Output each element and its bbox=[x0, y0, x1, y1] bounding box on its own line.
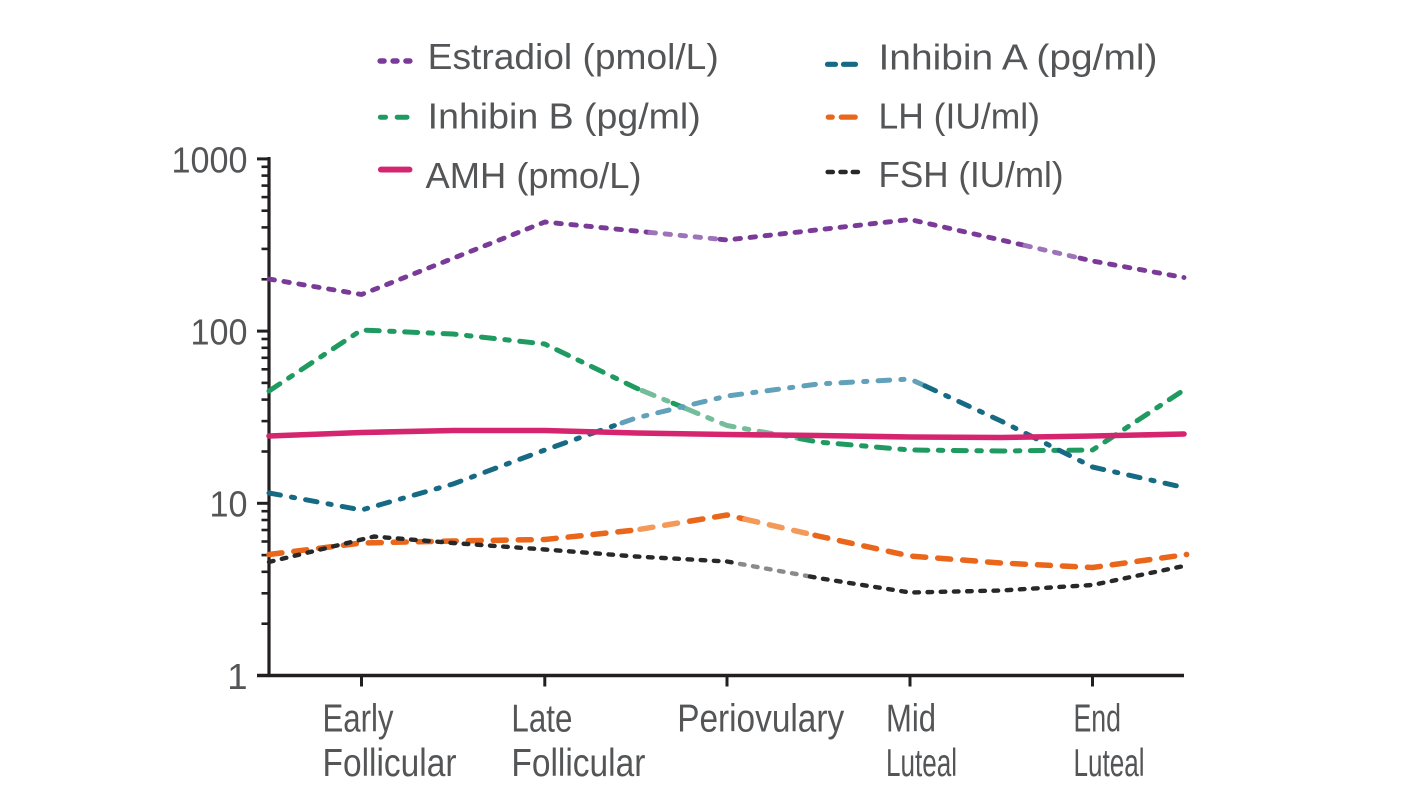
svg-text:Periovulary: Periovulary bbox=[677, 698, 845, 741]
svg-text:AMH (pmo/L): AMH (pmo/L) bbox=[426, 155, 642, 196]
svg-text:Luteal: Luteal bbox=[886, 742, 957, 785]
svg-text:FSH (IU/ml): FSH (IU/ml) bbox=[879, 154, 1064, 195]
svg-text:Follicular: Follicular bbox=[511, 742, 645, 785]
svg-text:10: 10 bbox=[210, 484, 248, 525]
svg-text:LH (IU/ml): LH (IU/ml) bbox=[879, 96, 1041, 137]
svg-text:1000: 1000 bbox=[172, 139, 248, 180]
svg-text:Late: Late bbox=[511, 698, 572, 741]
svg-text:Early: Early bbox=[323, 698, 395, 741]
svg-text:Inhibin B (pg/ml): Inhibin B (pg/ml) bbox=[428, 96, 701, 137]
svg-text:100: 100 bbox=[191, 312, 248, 353]
svg-text:End: End bbox=[1074, 698, 1122, 741]
svg-text:Estradiol (pmol/L): Estradiol (pmol/L) bbox=[428, 36, 719, 77]
svg-text:1: 1 bbox=[227, 656, 247, 697]
svg-text:Mid: Mid bbox=[886, 698, 936, 741]
svg-text:Luteal: Luteal bbox=[1074, 742, 1145, 785]
svg-text:Follicular: Follicular bbox=[323, 742, 457, 785]
svg-text:Inhibin A (pg/ml): Inhibin A (pg/ml) bbox=[879, 37, 1158, 78]
